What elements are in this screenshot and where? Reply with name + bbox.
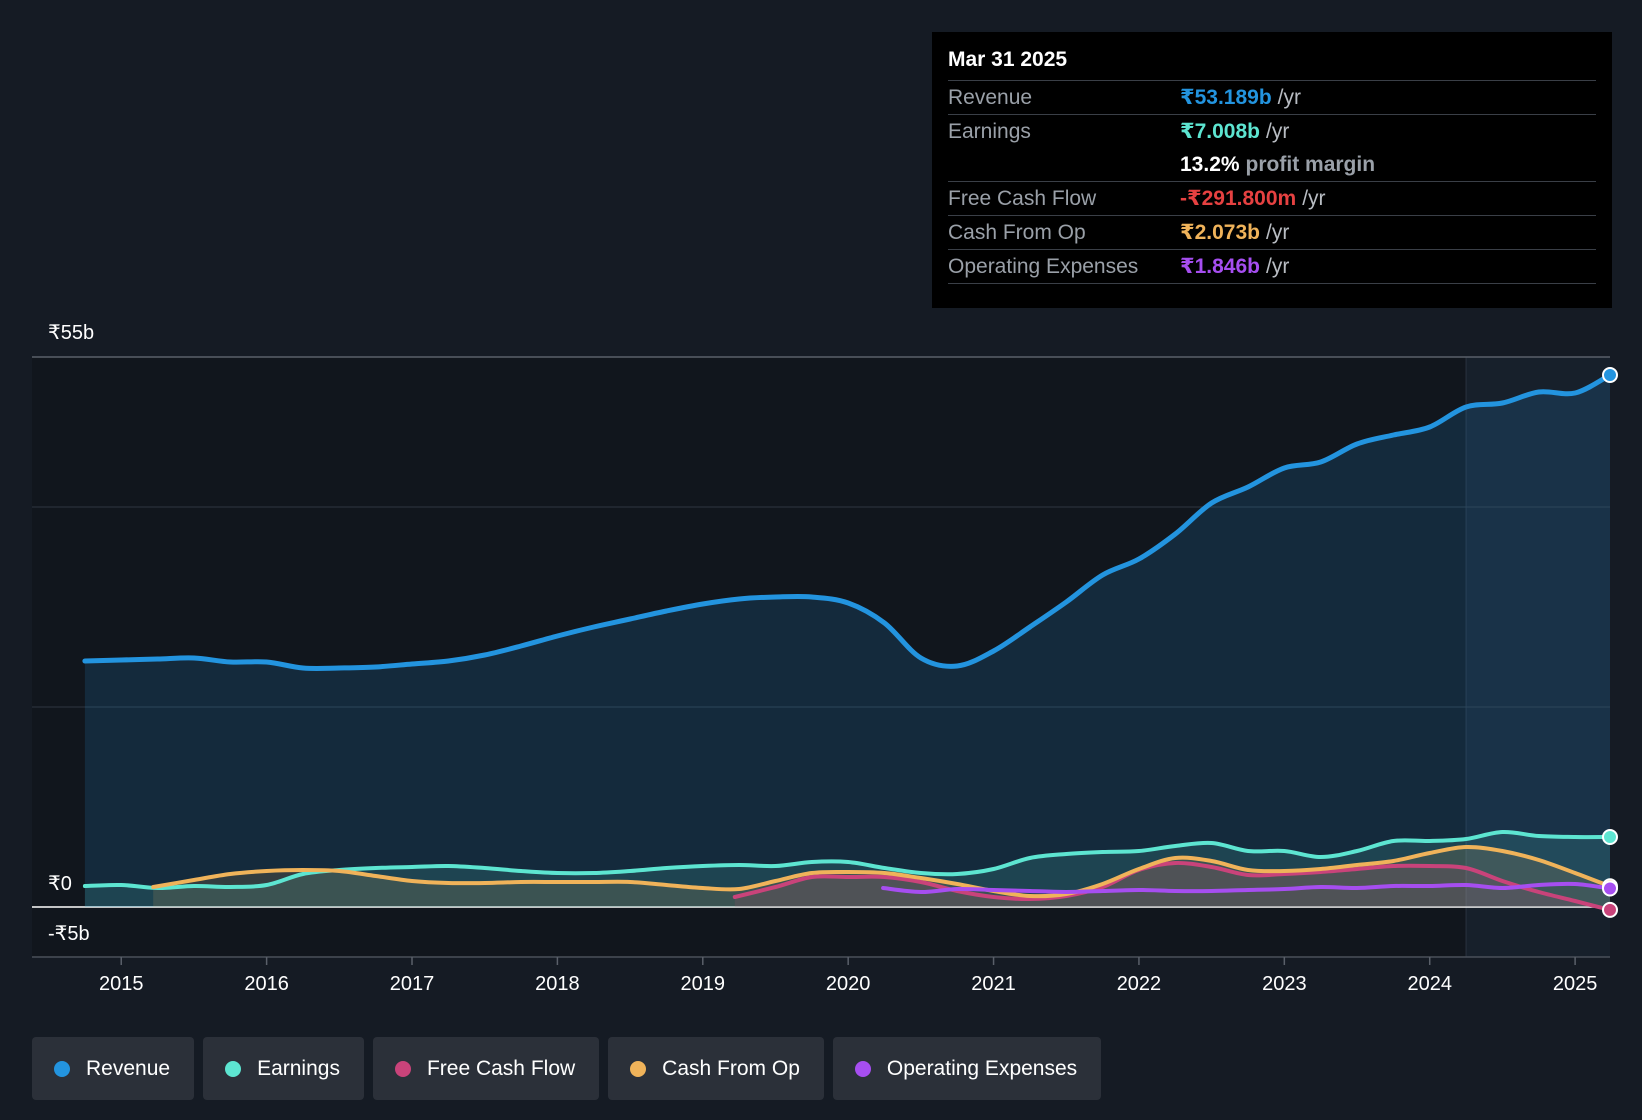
plot-area: [32, 357, 1610, 957]
y-axis: ₹55b ₹0 -₹5b: [48, 322, 94, 945]
legend-item-cash-from-op[interactable]: Cash From Op: [608, 1037, 824, 1100]
legend-item-earnings[interactable]: Earnings: [203, 1037, 364, 1100]
legend-item-free-cash-flow[interactable]: Free Cash Flow: [372, 1037, 600, 1100]
free-cash-flow-dot-icon: [394, 1060, 411, 1077]
tooltip-value: -₹291.800m: [1180, 187, 1297, 210]
legend-label: Earnings: [257, 1056, 340, 1080]
tooltip-row-free-cash-flow: Free Cash Flow -₹291.800m /yr: [948, 181, 1596, 215]
tooltip-label: Free Cash Flow: [948, 186, 1097, 210]
tooltip-label: Cash From Op: [948, 220, 1086, 244]
operating-expenses-end-marker: [1602, 880, 1618, 897]
free-cash-flow-line: [732, 860, 1612, 912]
tooltip-value: ₹1.846b: [1180, 255, 1260, 278]
legend: Revenue Earnings Free Cash Flow Cash Fro…: [32, 1037, 1102, 1100]
operating-expenses-line: [881, 881, 1612, 895]
earnings-dot-icon: [225, 1060, 242, 1077]
cash-from-op-dot-icon: [630, 1060, 647, 1077]
tooltip-value: ₹7.008b: [1180, 120, 1260, 143]
x-tick-label: 2024: [1407, 973, 1452, 995]
tooltip-suffix: profit margin: [1245, 152, 1376, 176]
tooltip-value: 13.2%: [1180, 152, 1240, 176]
tooltip-value: ₹2.073b: [1180, 221, 1260, 244]
tooltip-row-earnings: Earnings ₹7.008b /yr: [948, 114, 1596, 148]
revenue-dot-icon: [54, 1060, 70, 1077]
revenue-end-marker: [1602, 367, 1618, 383]
tooltip-label: Operating Expenses: [948, 254, 1139, 278]
x-tick-label: 2019: [681, 973, 726, 995]
x-tick-label: 2018: [535, 973, 580, 995]
legend-label: Free Cash Flow: [426, 1056, 576, 1080]
legend-item-operating-expenses[interactable]: Operating Expenses: [832, 1037, 1102, 1100]
x-tick-label: 2017: [390, 973, 435, 995]
x-tick-label: 2023: [1262, 973, 1307, 995]
cash-from-op-line: [151, 844, 1612, 899]
operating-expenses-dot-icon: [854, 1060, 871, 1077]
legend-label: Revenue: [86, 1056, 171, 1080]
gridlines: [32, 356, 1610, 958]
free-cash-flow-area: [734, 862, 1610, 910]
tooltip-suffix: /yr: [1277, 85, 1301, 109]
tooltip-label: Revenue: [948, 85, 1033, 109]
tooltip-suffix: /yr: [1266, 119, 1290, 143]
legend-item-revenue[interactable]: Revenue: [32, 1037, 195, 1100]
y-tick-zero: ₹0: [48, 873, 72, 895]
earnings-end-marker: [1602, 829, 1618, 845]
tooltip-suffix: /yr: [1302, 186, 1326, 210]
tooltip-date: Mar 31 2025: [948, 48, 1068, 71]
x-tick-label: 2022: [1117, 973, 1162, 995]
y-tick-bottom: -₹5b: [48, 923, 90, 945]
series-lines: [82, 372, 1613, 912]
tooltip-row-operating-expenses: Operating Expenses ₹1.846b /yr: [948, 249, 1596, 284]
plot-background: [32, 357, 1610, 957]
tooltip-label: Earnings: [948, 119, 1031, 143]
x-tick-label: 2020: [826, 973, 871, 995]
x-tick-label: 2016: [244, 973, 289, 995]
tooltip-row-revenue: Revenue ₹53.189b /yr: [948, 80, 1596, 114]
revenue-line: [82, 372, 1613, 671]
tooltip-row-cash-from-op: Cash From Op ₹2.073b /yr: [948, 215, 1596, 249]
earnings-area: [84, 831, 1610, 907]
legend-label: Cash From Op: [662, 1056, 800, 1080]
tooltip: Mar 31 2025 Revenue ₹53.189b /yr Earning…: [932, 32, 1612, 308]
free-cash-flow-end-marker: [1602, 901, 1618, 918]
tooltip-suffix: /yr: [1266, 220, 1290, 244]
x-tick-label: 2015: [99, 973, 144, 995]
x-tick-label: 2025: [1553, 973, 1598, 995]
legend-label: Operating Expenses: [886, 1056, 1078, 1080]
tooltip-value: ₹53.189b: [1180, 86, 1272, 109]
tooltip-suffix: /yr: [1266, 254, 1290, 278]
revenue-area: [84, 375, 1610, 907]
x-tick-label: 2021: [971, 973, 1016, 995]
x-axis: 2015 2016 2017 2018 2019 2020 2021 2022 2023 2024…: [99, 957, 1597, 995]
forecast-region: [1466, 357, 1610, 957]
series-end-markers: [1602, 367, 1618, 918]
tooltip-row-profit-margin: 13.2% profit margin: [948, 148, 1596, 181]
y-tick-top: ₹55b: [48, 322, 94, 344]
